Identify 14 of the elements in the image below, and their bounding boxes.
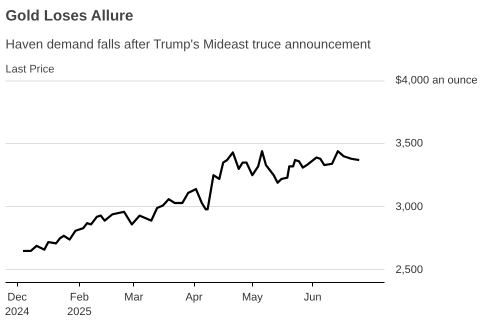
y-tick-label: 3,000 (396, 200, 424, 213)
x-tick-label: Feb 2025 (67, 292, 92, 318)
x-tick-label: Dec 2024 (4, 292, 30, 318)
y-tick-label: $4,000 an ounce (396, 74, 478, 86)
y-axis-title: Last Price (6, 64, 54, 76)
y-tick-label: 2,500 (396, 264, 424, 276)
y-tick-label: 3,500 (396, 138, 424, 150)
x-tick-label: Mar (124, 292, 144, 304)
line-series (22, 150, 360, 252)
x-tick-label: May (242, 292, 264, 304)
chart-title: Gold Loses Allure (6, 8, 134, 24)
x-tick-label: Apr (185, 292, 203, 304)
x-tick-label: Jun (304, 292, 322, 304)
chart-subtitle: Haven demand falls after Trump's Mideast truce announcement (6, 36, 372, 52)
